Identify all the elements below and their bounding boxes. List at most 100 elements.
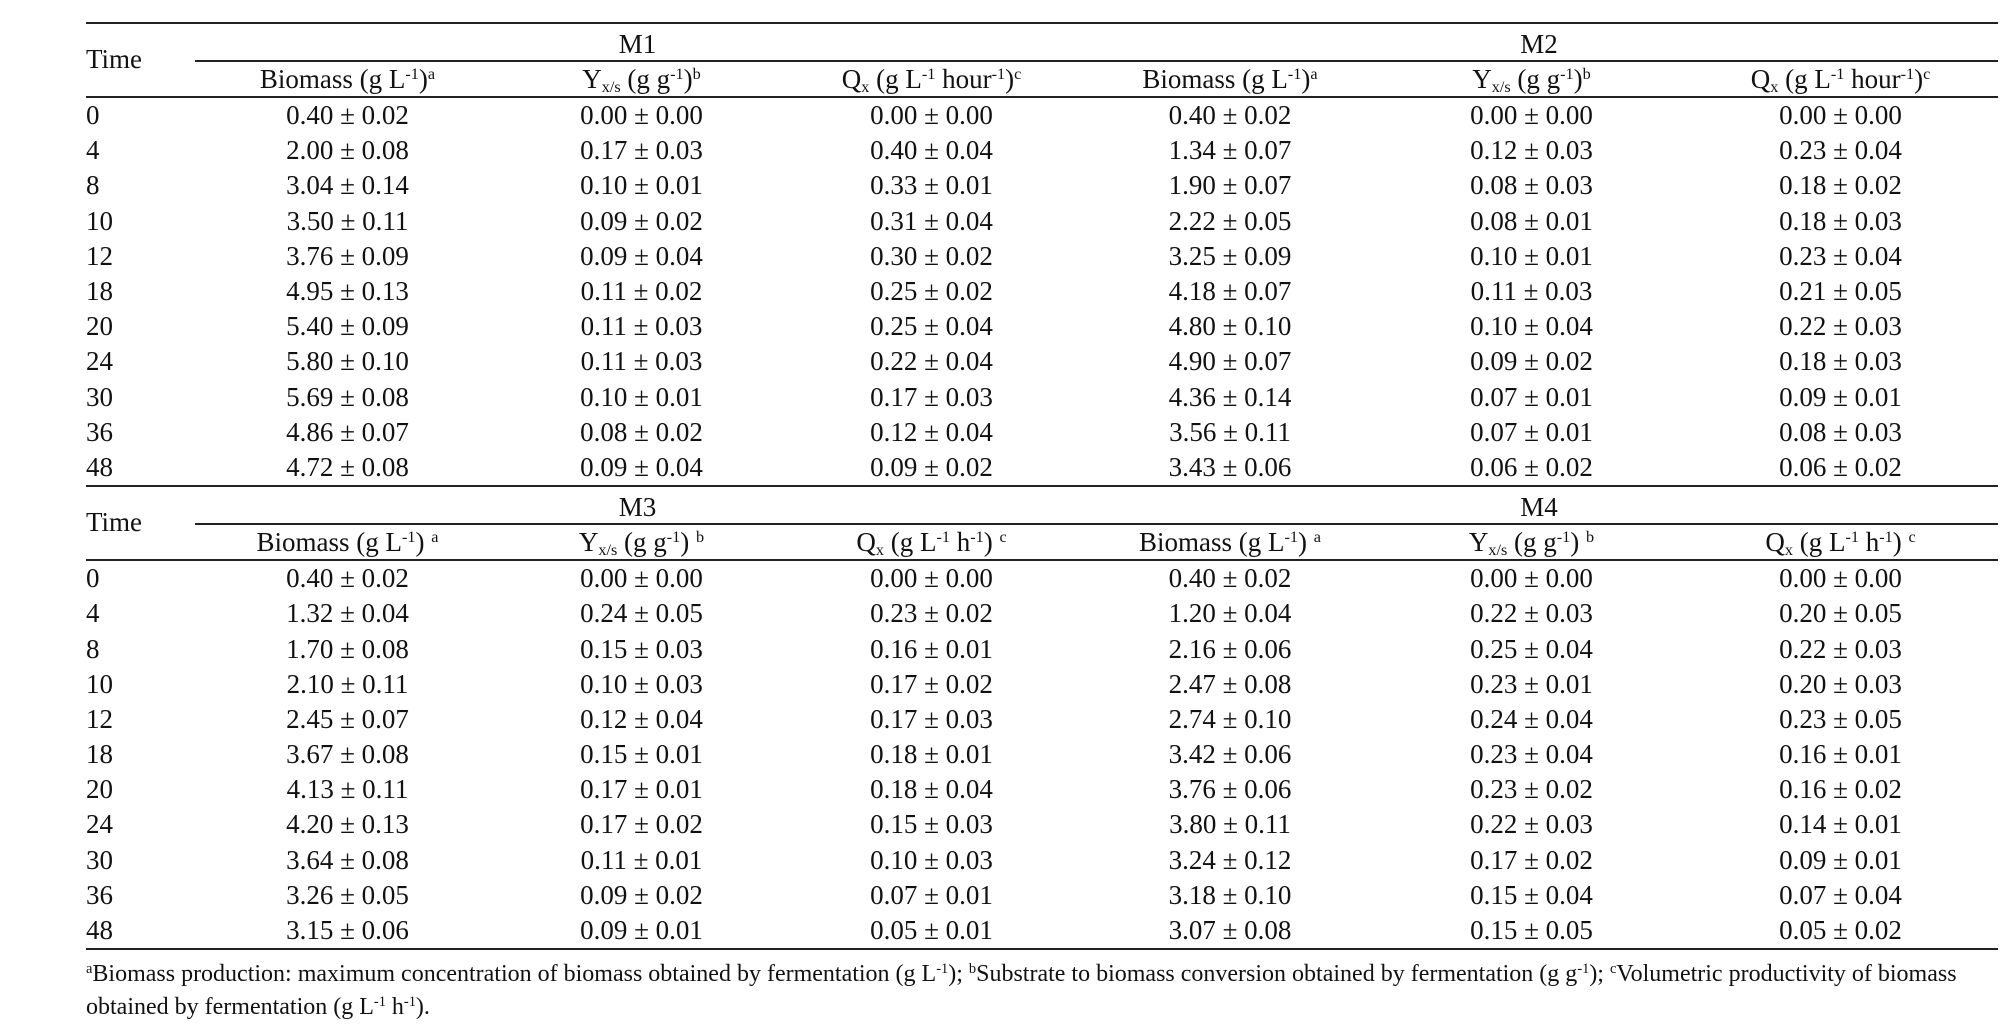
column-header-note: b (1582, 64, 1591, 83)
column-header-rest: (g g (620, 63, 671, 94)
column-header-sup2: -1 (991, 64, 1006, 83)
column-header: Biomass (g L-1) a (1080, 524, 1381, 562)
value-cell: 5.80 ± 0.10 (286, 346, 409, 377)
table-row: 24 5.80 ± 0.10 0.11 ± 0.03 0.22 ± 0.04 4.90 … (86, 344, 1998, 379)
value-cell: 0.16 ± 0.01 (1779, 739, 1902, 770)
table-row: 12 2.45 ± 0.07 0.12 ± 0.04 0.17 ± 0.03 2.74 … (86, 702, 1998, 737)
value-cell: 0.11 ± 0.03 (580, 311, 703, 342)
column-header: Qx (g L-1 h-1) c (783, 524, 1081, 562)
value-cell: 3.50 ± 0.11 (286, 205, 409, 236)
column-header: Biomass (g L-1) a (195, 524, 500, 562)
column-header-mid: hour (935, 63, 992, 94)
footnote-c-text: Volumetric productivity of biomass obtai… (86, 961, 1957, 1021)
time-cell: 24 (86, 809, 113, 840)
value-cell: 0.17 ± 0.01 (580, 774, 703, 805)
value-cell: 0.10 ± 0.03 (870, 844, 993, 875)
group-header-row: Time M3 M4 (86, 485, 1999, 562)
value-cell: 0.09 ± 0.01 (1779, 844, 1902, 875)
value-cell: 0.11 ± 0.01 (580, 844, 703, 875)
time-cell: 24 (86, 346, 113, 377)
value-cell: 0.40 ± 0.02 (1168, 563, 1292, 594)
table-row: 0 0.40 ± 0.02 0.00 ± 0.00 0.00 ± 0.00 0.40 ±… (86, 560, 1998, 596)
footnote-b-end: ); (1589, 961, 1610, 988)
table-row: 36 3.26 ± 0.05 0.09 ± 0.02 0.07 ± 0.01 3.18 … (86, 878, 1998, 913)
column-header-sup1: -1 (666, 527, 681, 546)
time-column-header: Time (86, 22, 195, 98)
column-header-close: ) (1301, 63, 1311, 94)
column-header-close: ) (680, 526, 697, 557)
column-header: Yx/s (g g-1) b (1380, 524, 1684, 562)
column-header-note: c (1908, 527, 1916, 546)
value-cell: 0.23 ± 0.04 (1779, 240, 1902, 271)
column-header-rest: (g L (883, 526, 937, 557)
value-cell: 0.09 ± 0.02 (1470, 346, 1593, 377)
value-cell: 0.12 ± 0.04 (870, 416, 993, 447)
value-cell: 2.16 ± 0.06 (1168, 633, 1292, 664)
value-cell: 0.14 ± 0.01 (1779, 809, 1902, 840)
value-cell: 0.21 ± 0.05 (1779, 276, 1902, 307)
value-cell: 0.23 ± 0.01 (1470, 668, 1593, 699)
column-header: Qx (g L-1 hour-1)c (1683, 61, 1999, 98)
value-cell: 0.11 ± 0.03 (1470, 276, 1593, 307)
value-cell: 0.18 ± 0.03 (1779, 205, 1902, 236)
column-header: Yx/s (g g-1) b (500, 524, 783, 562)
table-row: 18 3.67 ± 0.08 0.15 ± 0.01 0.18 ± 0.01 3.42 … (86, 737, 1998, 772)
table-row: 4 1.32 ± 0.04 0.24 ± 0.05 0.23 ± 0.02 1.20 ±… (86, 596, 1998, 631)
value-cell: 0.08 ± 0.03 (1470, 170, 1593, 201)
column-header-sup2: -1 (1900, 64, 1915, 83)
value-cell: 0.09 ± 0.02 (580, 205, 703, 236)
table-row: 10 3.50 ± 0.11 0.09 ± 0.02 0.31 ± 0.04 2.22 … (86, 204, 1998, 239)
value-cell: 0.17 ± 0.02 (1470, 844, 1593, 875)
value-cell: 0.00 ± 0.00 (1779, 100, 1902, 131)
time-cell: 36 (86, 416, 113, 447)
time-cell: 12 (86, 240, 113, 271)
value-cell: 3.76 ± 0.09 (286, 240, 409, 271)
table-row: 48 4.72 ± 0.08 0.09 ± 0.04 0.09 ± 0.02 3.43 … (86, 450, 1998, 486)
column-header-base: Y (1468, 526, 1489, 557)
value-cell: 0.23 ± 0.02 (870, 598, 993, 629)
footnote-mark-a: a (86, 961, 93, 978)
value-cell: 3.25 ± 0.09 (1168, 240, 1292, 271)
column-header-base: Q (1750, 63, 1771, 94)
value-cell: 0.00 ± 0.00 (870, 100, 993, 131)
value-cell: 5.40 ± 0.09 (286, 311, 409, 342)
column-header-sub: x/s (1488, 540, 1508, 559)
column-header-note: a (427, 64, 436, 83)
column-header-sup2: -1 (970, 527, 984, 546)
column-header-close: ) (1892, 526, 1909, 557)
value-cell: 0.15 ± 0.01 (580, 739, 703, 770)
value-cell: 3.80 ± 0.11 (1169, 809, 1291, 840)
table-row: 18 4.95 ± 0.13 0.11 ± 0.02 0.25 ± 0.02 4.18 … (86, 274, 1998, 309)
value-cell: 0.15 ± 0.03 (870, 809, 993, 840)
table-row: 20 5.40 ± 0.09 0.11 ± 0.03 0.25 ± 0.04 4.80 … (86, 309, 1998, 344)
value-cell: 0.17 ± 0.03 (870, 703, 993, 734)
value-cell: 0.11 ± 0.03 (580, 346, 703, 377)
value-cell: 0.00 ± 0.00 (1470, 563, 1593, 594)
column-header-note: c (1014, 64, 1022, 83)
column-header-sub: x (875, 540, 884, 559)
value-cell: 4.20 ± 0.13 (286, 809, 409, 840)
column-header: Yx/s (g g-1)b (500, 61, 783, 98)
table-row: 0 0.40 ± 0.02 0.00 ± 0.00 0.00 ± 0.00 0.40 ±… (86, 97, 1998, 133)
value-cell: 0.11 ± 0.02 (580, 276, 703, 307)
value-cell: 3.07 ± 0.08 (1080, 912, 1381, 951)
value-cell: 0.10 ± 0.01 (580, 381, 703, 412)
value-cell: 2.45 ± 0.07 (286, 703, 409, 734)
column-header-sup1: -1 (402, 527, 416, 546)
footnote-b-text: Substrate to biomass conversion obtained… (976, 961, 1578, 988)
column-header-sup1: -1 (1284, 527, 1299, 546)
value-cell: 0.40 ± 0.02 (1168, 100, 1292, 131)
time-cell: 48 (86, 912, 195, 951)
value-cell: 0.22 ± 0.04 (870, 346, 993, 377)
column-header-note: a (1313, 527, 1321, 546)
time-cell: 10 (86, 205, 113, 236)
value-cell: 3.67 ± 0.08 (286, 739, 409, 770)
column-header-base: Q (841, 63, 862, 94)
table-row: 36 4.86 ± 0.07 0.08 ± 0.02 0.12 ± 0.04 3.56 … (86, 415, 1998, 450)
value-cell: 4.86 ± 0.07 (286, 416, 409, 447)
value-cell: 0.30 ± 0.02 (870, 240, 993, 271)
time-cell: 36 (86, 879, 113, 910)
time-cell: 30 (86, 381, 113, 412)
column-header-close: ) (1573, 63, 1583, 94)
column-header-note: b (1586, 527, 1595, 546)
